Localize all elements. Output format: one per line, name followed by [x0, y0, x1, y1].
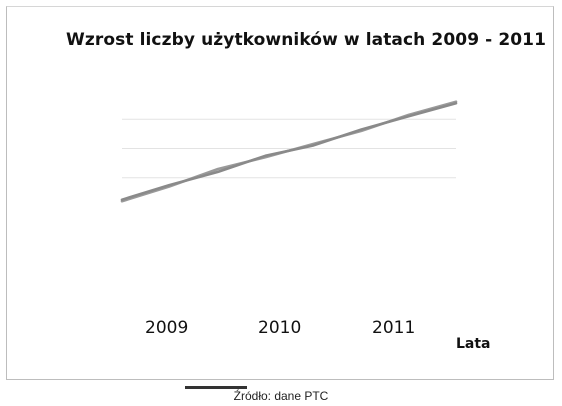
chart-title: Wzrost liczby użytkowników w latach 2009… [66, 30, 547, 50]
x-axis-label: Lata [456, 336, 491, 352]
x-tick-2009: 2009 [145, 318, 189, 338]
x-tick-2010: 2010 [258, 318, 302, 338]
source-note: Źródło: dane PTC [233, 389, 329, 403]
series-lines [120, 100, 458, 203]
gridlines [122, 118, 456, 179]
chart-frame [6, 6, 554, 380]
series-line-2 [120, 101, 458, 201]
x-tick-2011: 2011 [372, 318, 416, 338]
source-underline [185, 386, 247, 389]
